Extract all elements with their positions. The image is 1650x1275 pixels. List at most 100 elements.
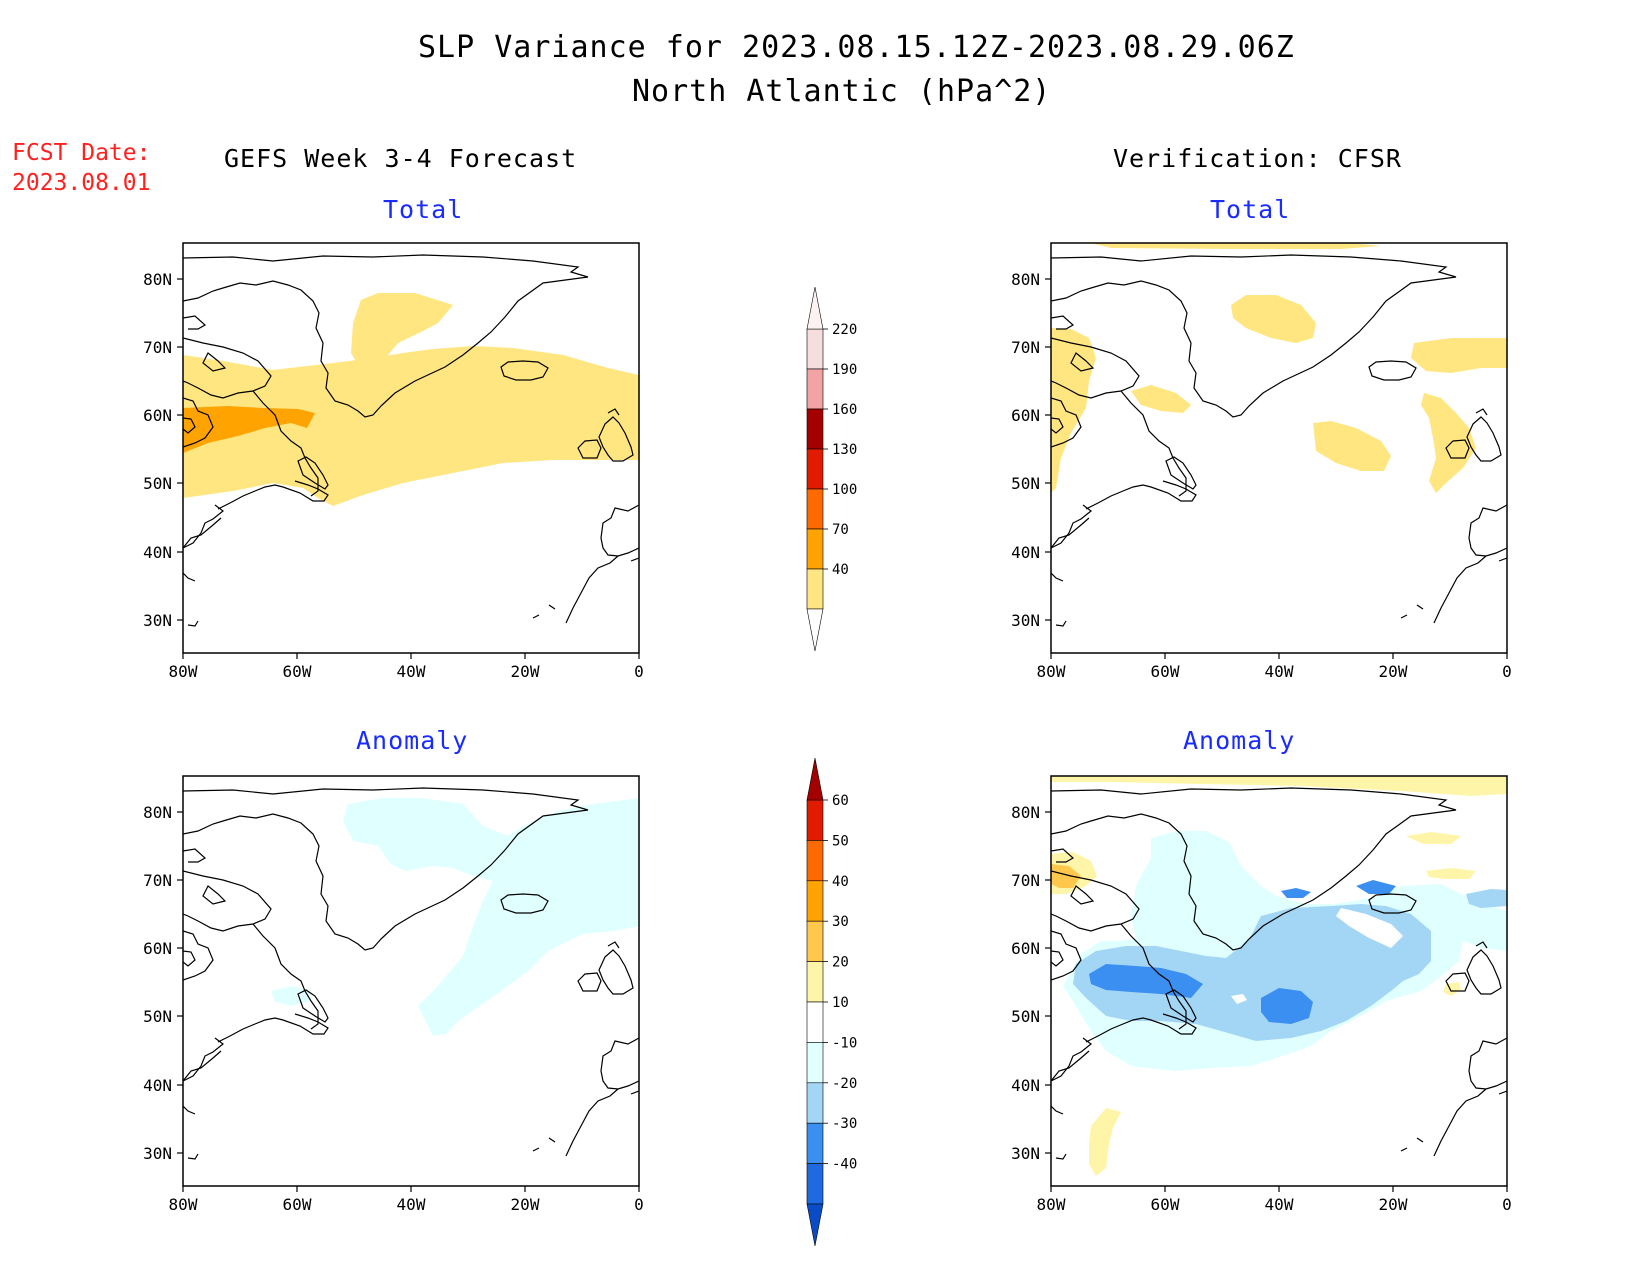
colorbar-anomaly-label: -20 <box>832 1076 857 1092</box>
anomaly-region-neg-30-40 <box>1089 964 1203 998</box>
lon-tick-label: 40W <box>397 1195 426 1214</box>
lon-tick-label: 20W <box>511 662 540 681</box>
colorbar-total-label: 70 <box>832 522 849 538</box>
lon-tick-label: 40W <box>397 662 426 681</box>
map-panel-verif-total <box>1050 242 1508 654</box>
main-subtitle: North Atlantic (hPa^2) <box>632 74 1052 109</box>
verification-column-heading: Verification: CFSR <box>1113 144 1402 173</box>
colorbar-anomaly-swatch <box>806 1001 824 1043</box>
anomaly-region-neutral <box>1336 908 1403 948</box>
lat-tick-label: 40N <box>1011 1076 1040 1095</box>
anomaly-region-pos-20-30 <box>1051 864 1081 888</box>
colorbar-anomaly-swatch <box>806 920 824 962</box>
anomaly-region-neg-30-40 <box>1261 988 1313 1024</box>
variance-region-total-40-70 <box>1421 393 1476 493</box>
lat-tick-label: 50N <box>143 474 172 493</box>
forecast-column-heading: GEFS Week 3-4 Forecast <box>224 144 578 173</box>
variance-region-total-40-70 <box>183 346 639 506</box>
lat-tick-label: 30N <box>143 611 172 630</box>
lat-tick-label: 50N <box>1011 474 1040 493</box>
colorbar-anomaly-label: 60 <box>832 793 849 809</box>
colorbar-anomaly-label: 50 <box>832 833 849 849</box>
lat-tick-label: 80N <box>1011 803 1040 822</box>
lat-tick-label: 60N <box>143 939 172 958</box>
anomaly-region-pos-10-20 <box>1406 832 1461 844</box>
colorbar-anomaly: 60 50 40 30 20 10 -10 -20 -30 -40 <box>806 757 857 1247</box>
lat-tick-label: 40N <box>143 1076 172 1095</box>
colorbar-total-swatch <box>806 368 824 410</box>
anomaly-region-neutral <box>1231 816 1281 841</box>
lat-tick-label: 50N <box>1011 1007 1040 1026</box>
panel-title-fcst-total: Total <box>383 195 464 224</box>
lon-tick-label: 20W <box>1379 1195 1408 1214</box>
colorbar-total-label: 100 <box>832 482 857 498</box>
anomaly-region-pos-10-20 <box>1051 776 1507 796</box>
colorbar-anomaly-top-arrow <box>806 757 824 801</box>
lat-tick-label: 70N <box>143 338 172 357</box>
lat-tick-label: 40N <box>143 543 172 562</box>
lon-tick-label: 0 <box>1502 662 1512 681</box>
variance-region-total-40-70 <box>1231 295 1316 343</box>
colorbar-total: 220 190 160 130 100 70 40 <box>806 286 857 652</box>
anomaly-region-neg-30-40 <box>1281 888 1311 898</box>
anomaly-region-pos-10-20 <box>1443 982 1461 996</box>
colorbar-total-swatch <box>806 568 824 610</box>
colorbar-anomaly-swatch <box>806 1122 824 1164</box>
lat-tick-label: 70N <box>1011 338 1040 357</box>
colorbar-anomaly-label: -40 <box>832 1157 857 1173</box>
fcst-date-label: FCST Date: <box>12 140 151 166</box>
colorbar-anomaly-label: -10 <box>832 1035 857 1051</box>
lat-tick-label: 60N <box>1011 939 1040 958</box>
colorbar-total-label: 130 <box>832 442 857 458</box>
colorbar-anomaly-bottom-arrow <box>806 1203 824 1247</box>
colorbar-total-swatch <box>806 448 824 490</box>
colorbar-anomaly-swatch <box>806 799 824 841</box>
lat-tick-label: 40N <box>1011 543 1040 562</box>
colorbar-anomaly-swatch <box>806 1163 824 1205</box>
variance-region-total-40-70-north <box>351 293 453 378</box>
lon-tick-label: 60W <box>1151 662 1180 681</box>
lon-tick-label: 80W <box>169 1195 198 1214</box>
lat-tick-label: 60N <box>1011 406 1040 425</box>
map-panel-fcst-total <box>182 242 640 654</box>
colorbar-anomaly-label: 10 <box>832 995 849 1011</box>
lat-tick-label: 60N <box>143 406 172 425</box>
lat-tick-label: 50N <box>143 1007 172 1026</box>
anomaly-region-neg-20-30 <box>1466 889 1507 908</box>
lat-tick-label: 80N <box>143 803 172 822</box>
variance-region-total-40-70 <box>1091 243 1381 249</box>
anomaly-region-pos-10-20 <box>1426 868 1476 879</box>
lon-tick-label: 60W <box>283 662 312 681</box>
lat-tick-label: 80N <box>143 270 172 289</box>
lat-tick-label: 30N <box>1011 1144 1040 1163</box>
colorbar-anomaly-label: 30 <box>832 914 849 930</box>
variance-region-total-40-70 <box>1313 421 1391 471</box>
colorbar-total-bottom-arrow <box>806 608 824 652</box>
map-panel-fcst-anomaly <box>182 775 640 1187</box>
lat-tick-label: 30N <box>1011 611 1040 630</box>
lon-tick-label: 0 <box>1502 1195 1512 1214</box>
colorbar-anomaly-swatch <box>806 840 824 882</box>
lat-tick-label: 70N <box>1011 871 1040 890</box>
lat-tick-label: 70N <box>143 871 172 890</box>
colorbar-total-label: 220 <box>832 322 857 338</box>
lon-tick-label: 0 <box>634 1195 644 1214</box>
colorbar-total-label: 40 <box>832 562 849 578</box>
colorbar-total-label: 160 <box>832 402 857 418</box>
lon-tick-label: 0 <box>634 662 644 681</box>
map-panel-verif-anomaly <box>1050 775 1508 1187</box>
lon-tick-label: 60W <box>1151 1195 1180 1214</box>
colorbar-total-top-arrow <box>806 286 824 330</box>
anomaly-region-neutral <box>1231 994 1247 1004</box>
lon-tick-label: 40W <box>1265 662 1294 681</box>
panel-title-verif-total: Total <box>1210 195 1291 224</box>
panel-title-verif-anomaly: Anomaly <box>1183 726 1296 755</box>
anomaly-region-neg-10-20 <box>271 986 311 1006</box>
colorbar-anomaly-label: 40 <box>832 874 849 890</box>
lat-tick-label: 30N <box>143 1144 172 1163</box>
lon-tick-label: 40W <box>1265 1195 1294 1214</box>
main-title: SLP Variance for 2023.08.15.12Z-2023.08.… <box>418 30 1295 65</box>
panel-title-fcst-anomaly: Anomaly <box>356 726 469 755</box>
lon-tick-label: 80W <box>1037 1195 1066 1214</box>
variance-region-total-40-70 <box>1131 385 1191 413</box>
